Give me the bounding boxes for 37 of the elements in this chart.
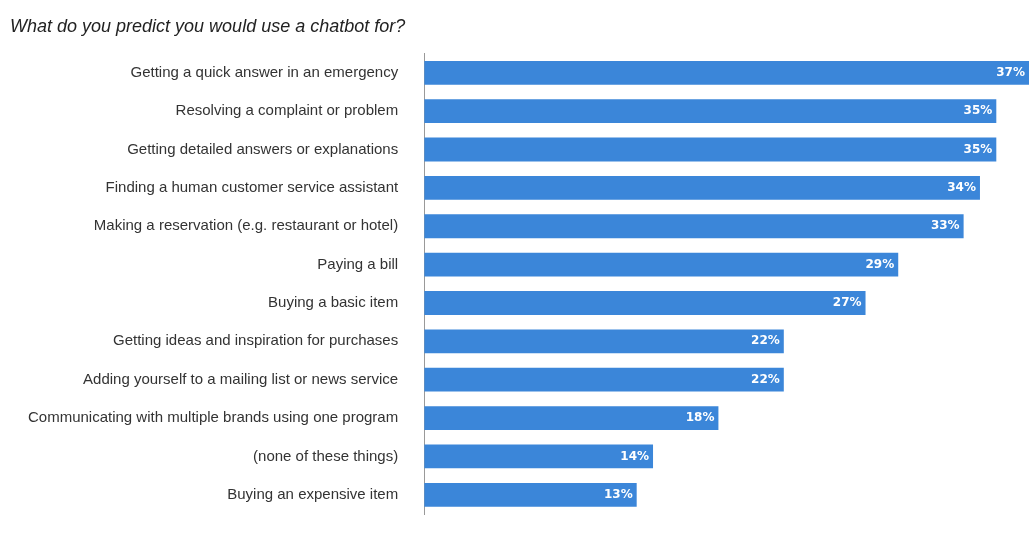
- y-tick-label: Paying a bill: [317, 254, 399, 272]
- bar: [424, 252, 899, 277]
- y-tick-label: Adding yourself to a mailing list or news service: [83, 369, 399, 387]
- y-tick-label: Making a reservation (e.g. restaurant or hotel): [93, 216, 399, 234]
- y-tick-label: Getting detailed answers or explanations: [127, 139, 399, 157]
- y-tick-label: Getting a quick answer in an emergency: [130, 62, 399, 80]
- bar: [424, 175, 980, 200]
- bar: [424, 137, 997, 162]
- y-tick-label: Buying a basic item: [268, 293, 399, 311]
- data-label: 13%: [603, 486, 633, 501]
- y-tick-label: Getting ideas and inspiration for purchases: [113, 331, 399, 349]
- data-label: 29%: [865, 256, 895, 271]
- bar: [424, 367, 784, 392]
- data-label: 33%: [930, 218, 960, 233]
- data-label: 35%: [963, 103, 993, 118]
- data-label: 35%: [963, 141, 993, 156]
- bar: [424, 406, 719, 430]
- data-label: 14%: [620, 448, 650, 463]
- data-label: 34%: [947, 180, 976, 195]
- bar: [424, 291, 866, 315]
- data-label: 27%: [832, 295, 862, 310]
- bar: [424, 329, 784, 354]
- bar: [424, 60, 1029, 85]
- bar: [424, 444, 654, 469]
- bar: [424, 214, 964, 239]
- data-label: 22%: [751, 371, 780, 386]
- y-tick-label: Resolving a complaint or problem: [175, 101, 399, 119]
- text: What do you predict you would use a chatbot for?: [10, 15, 406, 36]
- bar: [424, 99, 997, 124]
- data-label: 18%: [685, 410, 715, 425]
- data-label: 22%: [751, 333, 780, 348]
- y-tick-label: Buying an expensive item: [227, 484, 399, 502]
- bar: [424, 482, 637, 507]
- data-label: 37%: [996, 64, 1025, 79]
- y-tick-label: (none of these things): [253, 446, 399, 464]
- y-tick-label: Communicating with multiple brands using one program: [27, 408, 399, 426]
- y-tick-label: Finding a human customer service assistant: [105, 178, 399, 196]
